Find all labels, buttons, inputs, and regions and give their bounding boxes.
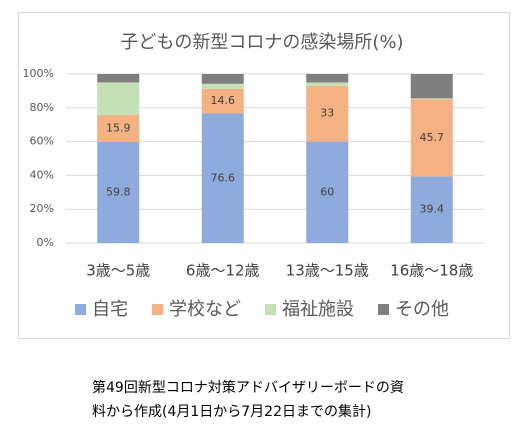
y-tick-label: 100% xyxy=(23,67,54,80)
legend-swatch xyxy=(75,304,86,315)
bar-segment xyxy=(306,74,349,83)
bar-segment xyxy=(97,141,140,243)
data-label: 14.6 xyxy=(211,94,236,107)
y-tick-label: 80% xyxy=(30,101,54,114)
caption-line: 第49回新型コロナ対策アドバイザリーボードの資 xyxy=(92,379,404,396)
legend-label: 学校など xyxy=(169,299,241,320)
y-tick-label: 20% xyxy=(30,202,54,215)
bar-segment xyxy=(306,141,349,243)
bar-segment xyxy=(201,83,244,89)
bar-segment xyxy=(306,82,349,86)
data-label: 60 xyxy=(320,185,334,198)
bar-segment xyxy=(201,74,244,84)
legend-swatch xyxy=(152,304,163,315)
y-tick-label: 60% xyxy=(30,135,54,148)
data-label: 15.9 xyxy=(106,122,131,135)
y-tick-label: 0% xyxy=(37,236,54,249)
x-tick-label: 16歳〜18歳 xyxy=(390,262,473,280)
data-label: 45.7 xyxy=(420,131,445,144)
bar-segment xyxy=(306,85,349,142)
data-label: 39.4 xyxy=(420,203,445,216)
legend-label: 福祉施設 xyxy=(282,299,354,320)
x-tick-label: 3歳〜5歳 xyxy=(86,262,150,280)
legend-swatch xyxy=(265,304,276,315)
bar-segment xyxy=(410,99,453,177)
bar-segment xyxy=(410,176,453,243)
data-label: 76.6 xyxy=(211,171,236,184)
legend-label: 自宅 xyxy=(92,299,128,320)
legend-label: その他 xyxy=(395,299,449,320)
bar-segment xyxy=(97,115,140,142)
bar-segment xyxy=(201,113,244,244)
caption-line: 料から作成(4月1日から7月22日までの集計) xyxy=(92,403,371,420)
data-label: 33 xyxy=(320,107,334,120)
bar-segment xyxy=(410,74,453,99)
y-tick-label: 40% xyxy=(30,168,54,181)
legend-swatch xyxy=(378,304,389,315)
bar-segment xyxy=(410,98,453,100)
bar-segment xyxy=(201,88,244,114)
bar-segment xyxy=(97,74,140,83)
chart-title: 子どもの新型コロナの感染場所(%) xyxy=(120,32,403,53)
x-tick-label: 13歳〜15歳 xyxy=(286,262,369,280)
bar-segment xyxy=(97,82,140,116)
data-label: 59.8 xyxy=(106,185,131,198)
x-tick-label: 6歳〜12歳 xyxy=(186,262,260,280)
